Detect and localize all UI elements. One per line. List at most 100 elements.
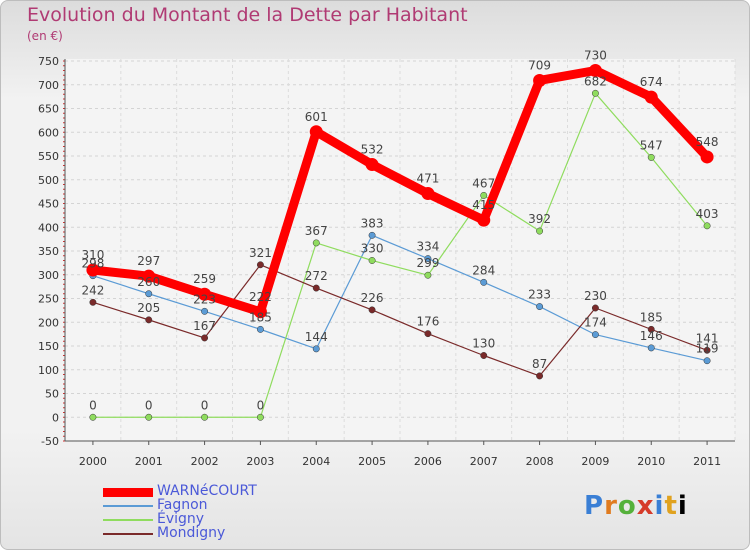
data-point-mondigny [368,306,376,314]
data-label-fagnon: 233 [528,288,551,302]
y-tick-label: 50 [45,388,59,401]
data-point-fagnon [145,290,153,298]
data-point-mondigny [312,284,320,292]
data-point-evigny [89,413,97,421]
data-point-evigny [536,227,544,235]
data-point-mondigny [591,304,599,312]
data-label-warnecourt: 222 [249,290,272,304]
y-tick-label: 750 [38,55,59,68]
data-point-evigny [591,89,599,97]
x-tick-label: 2007 [470,455,498,468]
series-line-evigny [92,92,708,418]
x-tick-label: 2010 [637,455,665,468]
legend-label-fagnon: Fagnon [157,497,208,513]
x-tick-label: 2008 [526,455,554,468]
series-line-warnecourt [88,66,712,317]
data-label-fagnon: 284 [472,263,495,277]
x-tick-label: 2004 [302,455,330,468]
data-point-warnecourt [253,305,267,319]
data-point-fagnon [480,278,488,286]
data-label-warnecourt: 532 [361,143,384,157]
legend-label-mondigny: Mondigny [157,525,226,541]
data-label-fagnon: 334 [416,240,439,254]
x-tick-label: 2005 [358,455,386,468]
legend-swatch-evigny [103,519,153,521]
data-point-evigny [480,191,488,199]
y-tick-label: 550 [38,150,59,163]
data-point-warnecourt [142,269,156,283]
legend-swatch-fagnon [103,505,153,507]
data-label-mondigny: 141 [696,331,719,345]
y-tick-label: 100 [38,364,59,377]
data-point-warnecourt [644,90,658,104]
y-tick-label: 150 [38,340,59,353]
y-tick-label: -50 [41,435,59,448]
legend-swatch-mondigny [103,533,153,535]
data-label-fagnon: 298 [81,257,104,271]
data-point-warnecourt [198,287,212,301]
x-tick-label: 2006 [414,455,442,468]
data-point-evigny [703,222,711,230]
y-tick-label: 250 [38,293,59,306]
x-tick-label: 2000 [79,455,107,468]
data-label-evigny: 0 [145,398,153,412]
data-label-evigny: 682 [584,74,607,88]
data-point-fagnon [424,255,432,263]
data-point-mondigny [703,346,711,354]
data-point-fagnon [647,344,655,352]
data-label-fagnon: 185 [249,310,272,324]
data-point-mondigny [480,352,488,359]
data-point-evigny [145,413,153,421]
legend-label-warnecourt: WARNéCOURT [157,483,257,499]
data-point-fagnon [368,231,376,239]
data-label-mondigny: 167 [193,319,216,333]
data-point-evigny [368,257,376,264]
data-label-evigny: 392 [528,212,551,226]
data-point-warnecourt [477,213,491,227]
data-point-mondigny [647,325,655,333]
x-tick-label: 2001 [135,455,163,468]
data-point-warnecourt [421,187,435,201]
data-label-warnecourt: 471 [416,172,439,186]
data-label-evigny: 367 [305,224,328,238]
data-label-evigny: 0 [201,398,209,412]
data-label-mondigny: 176 [416,315,439,329]
chart-subtitle: (en €) [27,29,63,43]
data-label-fagnon: 260 [137,275,160,289]
data-label-evigny: 330 [361,242,384,256]
x-tick-label: 2003 [246,455,274,468]
y-tick-label: 200 [38,316,59,329]
data-point-fagnon [703,357,711,365]
y-tick-label: 600 [38,126,59,139]
data-point-evigny [647,153,655,161]
data-label-mondigny: 226 [361,291,384,305]
data-label-fagnon: 174 [584,316,607,330]
data-label-mondigny: 230 [584,289,607,303]
data-point-warnecourt [309,125,323,139]
data-label-mondigny: 272 [305,269,328,283]
data-point-evigny [201,413,209,421]
series-line-fagnon [92,234,708,362]
data-label-fagnon: 146 [640,329,663,343]
y-tick-label: 400 [38,221,59,234]
data-label-evigny: 0 [257,398,265,412]
data-label-fagnon: 223 [193,292,216,306]
data-point-mondigny [201,334,209,342]
data-point-fagnon [201,307,209,315]
data-point-evigny [424,271,432,279]
y-tick-label: 0 [52,411,59,424]
data-point-fagnon [591,331,599,339]
data-label-warnecourt: 548 [696,135,719,149]
chart-title: Evolution du Montant de la Dette par Hab… [27,4,468,26]
data-point-warnecourt [700,150,714,164]
data-label-warnecourt: 259 [193,272,216,286]
data-label-fagnon: 144 [305,330,328,344]
data-label-mondigny: 321 [249,246,272,260]
y-tick-label: 300 [38,269,59,282]
data-label-warnecourt: 709 [528,58,551,72]
x-tick-label: 2009 [581,455,609,468]
data-label-mondigny: 130 [472,337,495,351]
data-point-evigny [256,413,264,421]
